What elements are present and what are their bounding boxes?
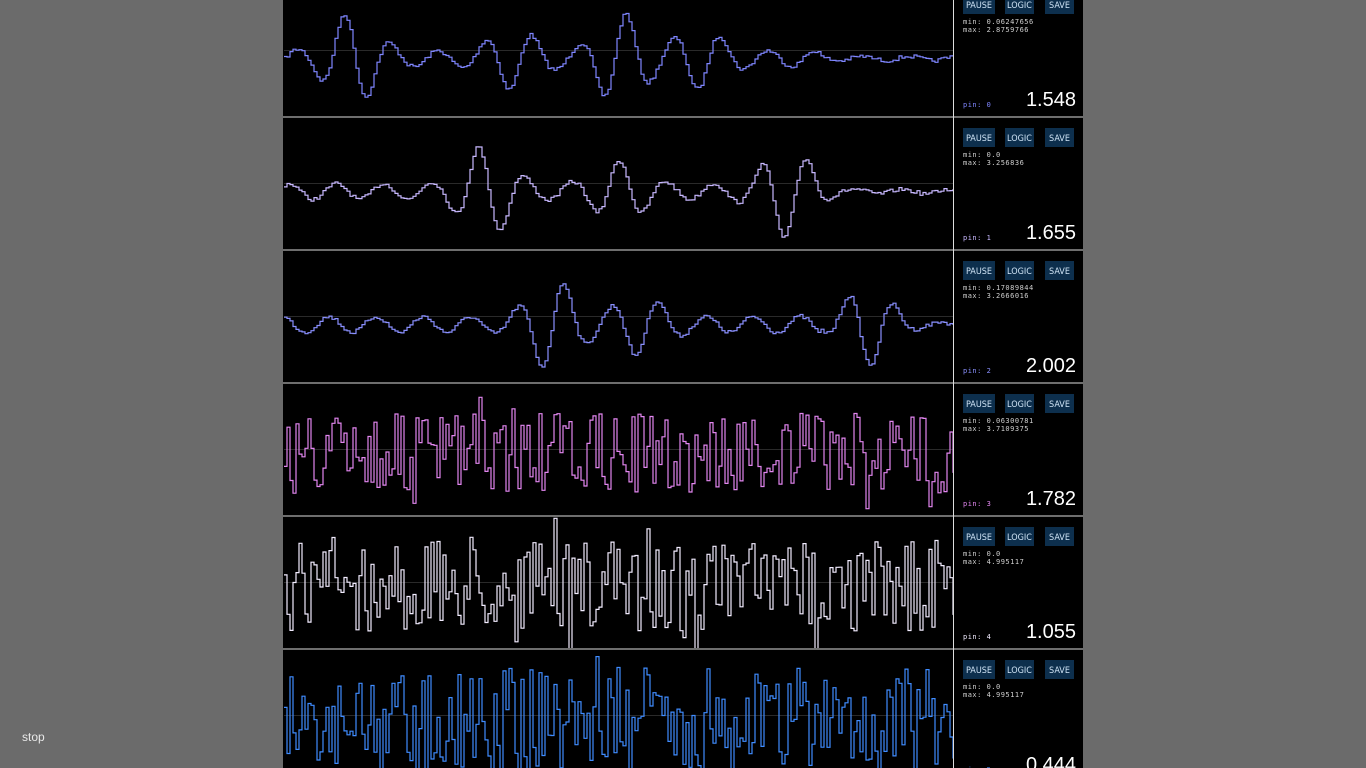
min-label: min: 0.06300781 — [963, 417, 1034, 425]
button[interactable] — [963, 527, 995, 546]
button[interactable] — [1045, 660, 1074, 679]
pin-label: pin: 2 — [963, 367, 991, 375]
button[interactable] — [1045, 527, 1074, 546]
min-label: min: 0.0 — [963, 550, 1001, 558]
button-label[interactable]: LOGIC — [1007, 400, 1032, 410]
max-label: max: 2.8759766 — [963, 26, 1029, 34]
button-label[interactable]: LOGIC — [1007, 666, 1032, 676]
reading: 1.548 — [1026, 89, 1076, 111]
reading: 1.655 — [1026, 222, 1076, 244]
button[interactable] — [1005, 128, 1034, 147]
pin-label: pin: 4 — [963, 633, 991, 641]
waveform — [284, 396, 953, 510]
min-label: min: 0.06247656 — [963, 18, 1034, 26]
button-label[interactable]: LOGIC — [1007, 267, 1032, 277]
button[interactable] — [963, 660, 995, 679]
button-label[interactable]: SAVE — [1049, 267, 1070, 277]
button[interactable] — [1005, 0, 1034, 14]
button[interactable] — [963, 394, 995, 413]
button[interactable] — [1005, 394, 1034, 413]
button[interactable] — [963, 0, 995, 14]
button[interactable] — [1045, 0, 1074, 14]
max-label: max: 4.995117 — [963, 558, 1024, 566]
reading: 0.444 — [1026, 754, 1076, 768]
min-label: min: 0.0 — [963, 151, 1001, 159]
button-label[interactable]: PAUSE — [966, 533, 992, 543]
min-label: min: 0.17089844 — [963, 284, 1034, 292]
button[interactable] — [1005, 527, 1034, 546]
button[interactable] — [963, 128, 995, 147]
button-label[interactable]: PAUSE — [966, 1, 992, 11]
button-label[interactable]: LOGIC — [1007, 1, 1032, 11]
button-label[interactable]: LOGIC — [1007, 134, 1032, 144]
button-label[interactable]: PAUSE — [966, 134, 992, 144]
button-label[interactable]: SAVE — [1049, 400, 1070, 410]
button-label[interactable]: SAVE — [1049, 134, 1070, 144]
button-label[interactable]: PAUSE — [966, 267, 992, 277]
max-label: max: 3.256836 — [963, 159, 1024, 167]
button[interactable] — [1005, 660, 1034, 679]
button-label[interactable]: SAVE — [1049, 1, 1070, 11]
waveform — [284, 12, 953, 98]
button-label[interactable]: SAVE — [1049, 533, 1070, 543]
button[interactable] — [1045, 394, 1074, 413]
max-label: max: 3.2666016 — [963, 292, 1029, 300]
max-label: max: 4.995117 — [963, 691, 1024, 699]
waveform — [284, 517, 953, 648]
reading: 1.782 — [1026, 488, 1076, 510]
button-label[interactable]: SAVE — [1049, 666, 1070, 676]
max-label: max: 3.7109375 — [963, 425, 1029, 433]
waveform — [284, 656, 953, 768]
button-label[interactable]: PAUSE — [966, 400, 992, 410]
button[interactable] — [1045, 128, 1074, 147]
pin-label: pin: 5 — [963, 766, 991, 768]
waveform — [284, 283, 953, 368]
button[interactable] — [1045, 261, 1074, 280]
button-label[interactable]: PAUSE — [966, 666, 992, 676]
waveform — [284, 146, 953, 238]
reading: 1.055 — [1026, 621, 1076, 643]
pin-label: pin: 1 — [963, 234, 991, 242]
reading: 2.002 — [1026, 355, 1076, 377]
button[interactable] — [1005, 261, 1034, 280]
pin-label: pin: 3 — [963, 500, 991, 508]
min-label: min: 0.0 — [963, 683, 1001, 691]
button[interactable] — [963, 261, 995, 280]
button-label[interactable]: LOGIC — [1007, 533, 1032, 543]
scope-column — [283, 0, 1083, 768]
pin-label: pin: 0 — [963, 101, 991, 109]
status-text[interactable]: stop — [22, 730, 45, 744]
